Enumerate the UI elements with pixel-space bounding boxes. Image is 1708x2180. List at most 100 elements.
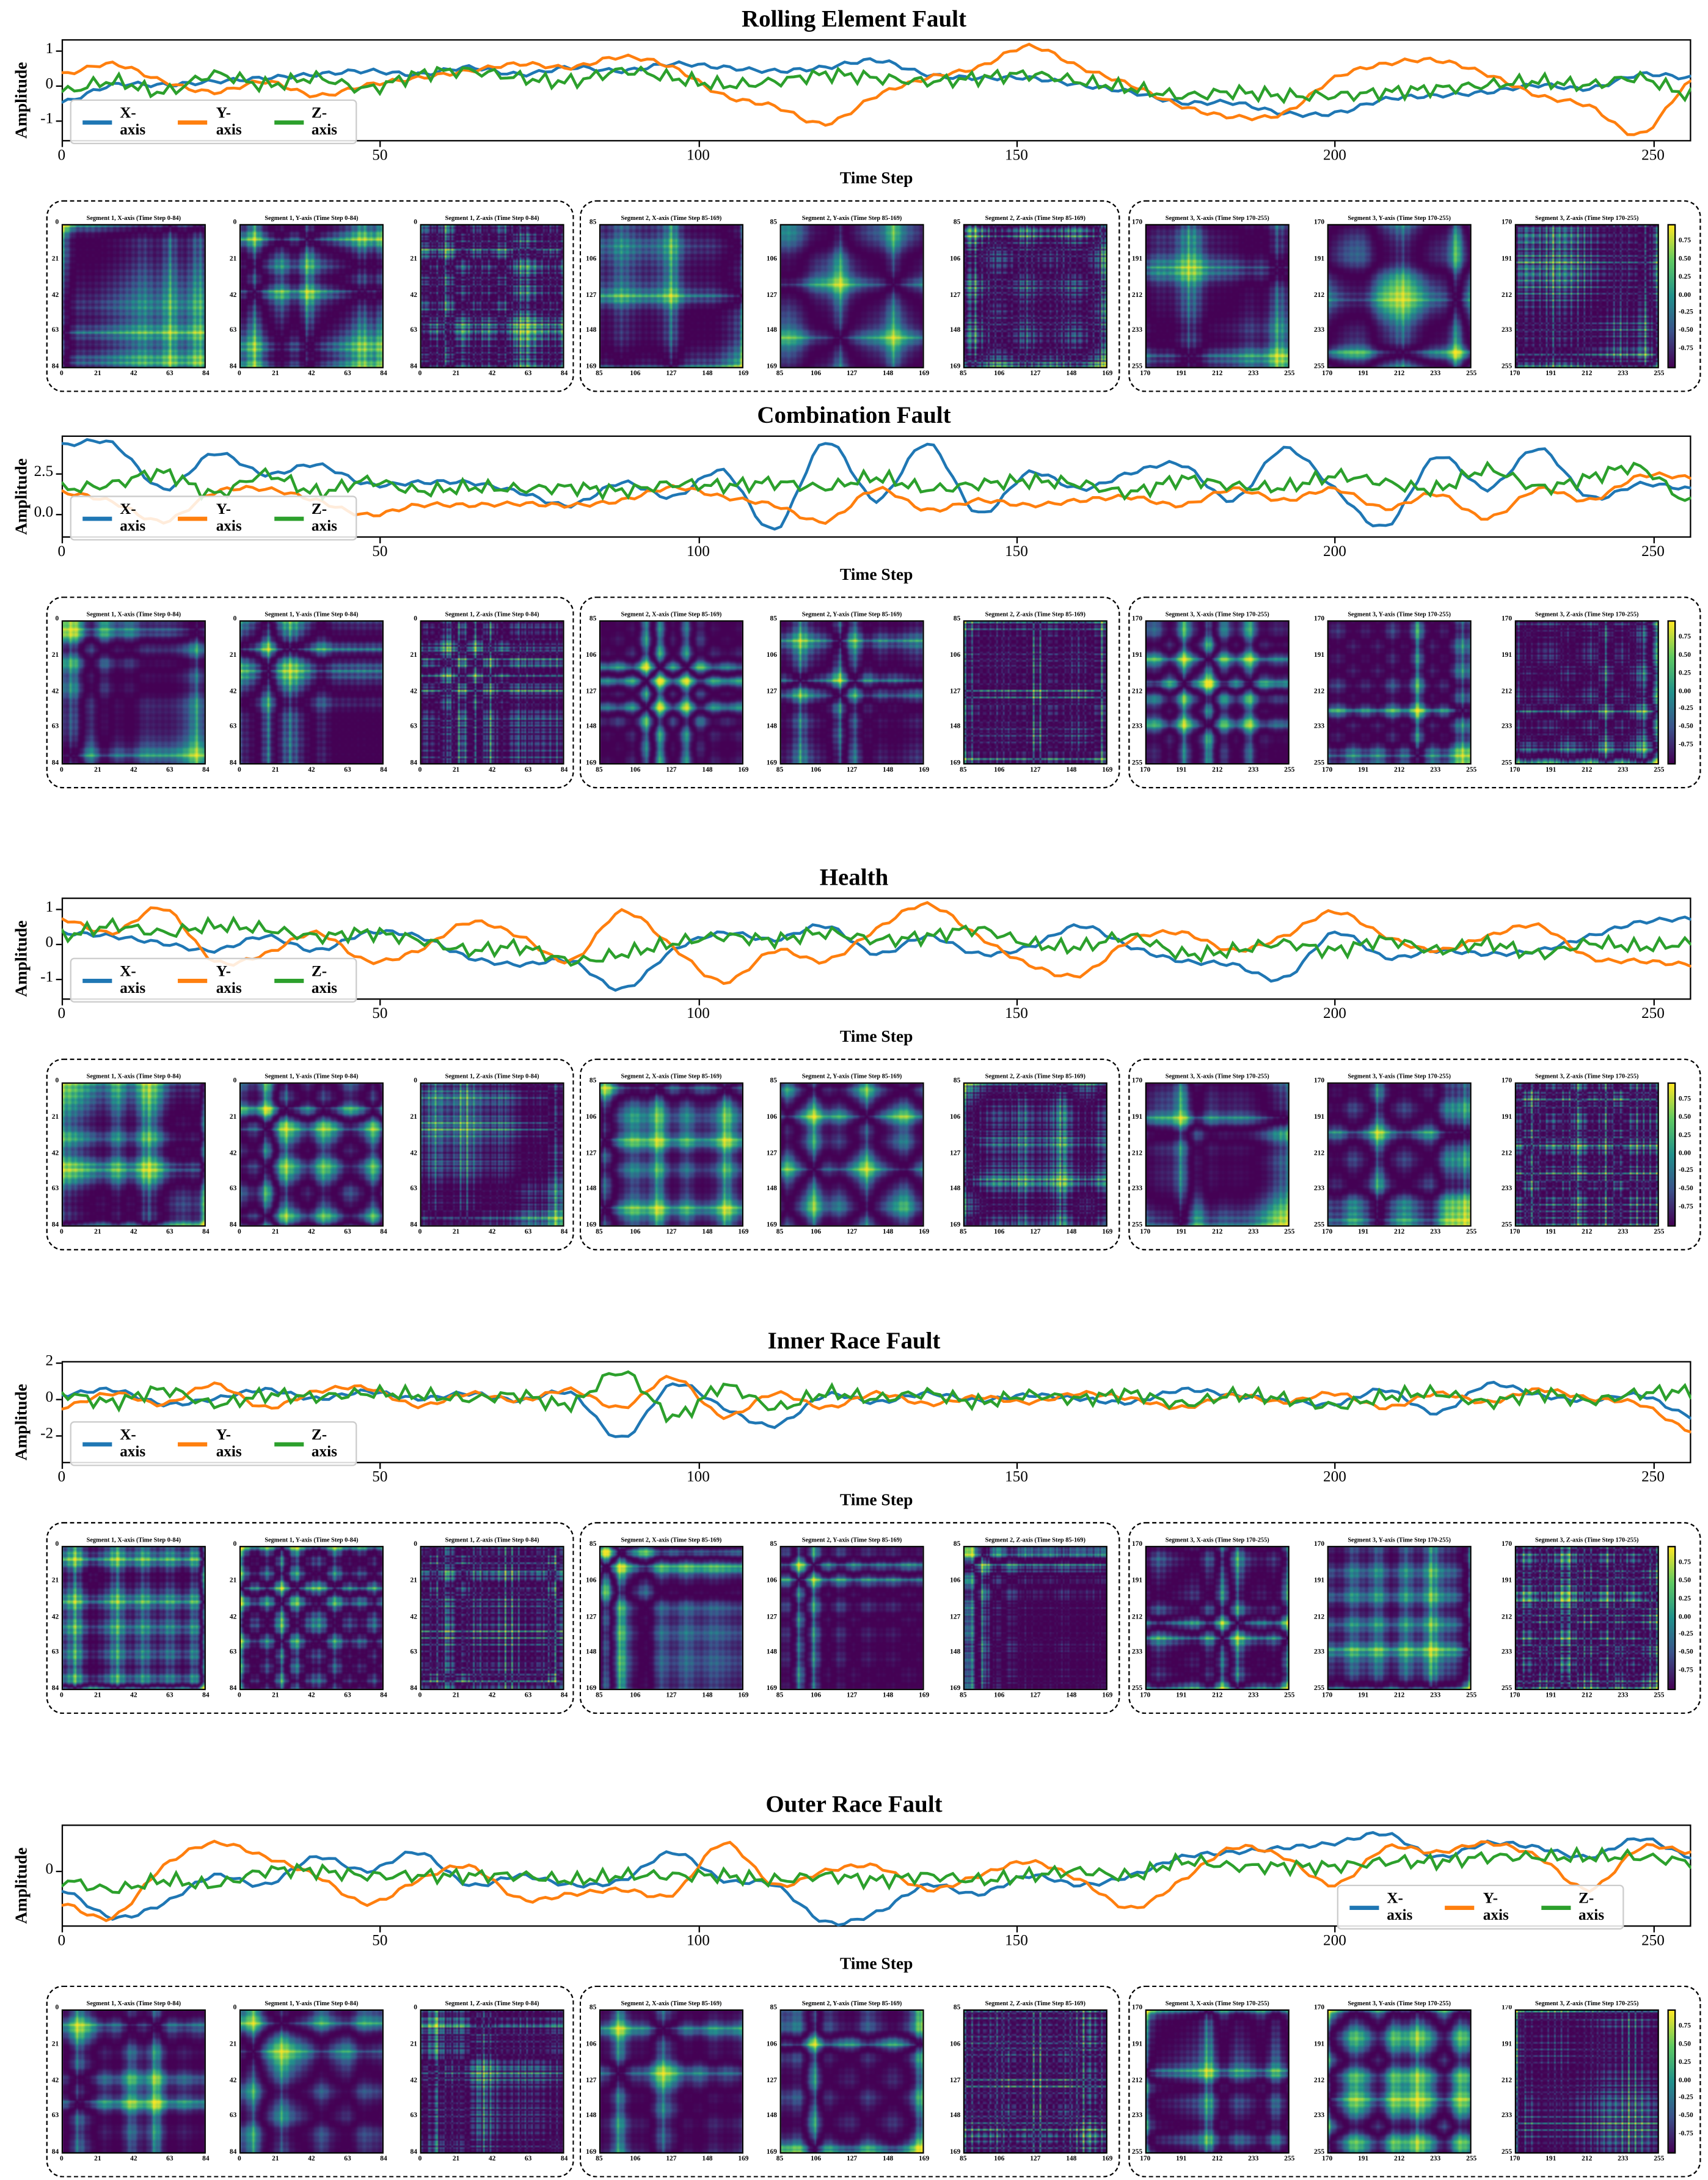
heatmap-y-tick: 127 [766,1614,777,1621]
heatmap-x-tick: 170 [1509,1692,1520,1700]
heatmap-y-tick: 63 [51,1650,59,1657]
heatmap-y-tick: 63 [410,1650,417,1657]
heatmap-y-tick: 127 [949,2077,961,2085]
heatmap-x-tick: 127 [846,767,858,775]
heatmap-x-tick: 191 [1358,1692,1369,1700]
heatmap-x-tick: 169 [1102,1229,1113,1237]
heatmap-x-tick: 127 [846,2156,858,2164]
heatmap-x-tick: 255 [1654,1692,1665,1700]
heatmap-y-tick: 42 [410,2077,417,2085]
heatmap-x-tick: 21 [272,371,279,378]
heatmap-y-tick: 148 [766,724,777,731]
heatmap-x-tick: 212 [1394,2156,1405,2164]
heatmap-y-tick: 84 [410,2149,417,2157]
heatmap-x-tick: 127 [666,767,677,775]
segment-group-3 [1128,200,1701,392]
x-tick-label: 250 [1641,1469,1665,1486]
y-axis-label: Amplitude [11,1384,31,1461]
heatmap-y-tick: 148 [766,1650,777,1657]
heatmap-x-tick: 191 [1176,1229,1187,1237]
heatmap-y-tick: 106 [949,1114,961,1122]
legend: X-axis Y-axis Z-axis [70,496,357,541]
heatmap-y-tick: 21 [229,652,237,659]
x-tick-mark [698,1463,700,1469]
heatmap-y-tick: 233 [1313,1186,1325,1194]
segment-group-3 [1128,1985,1701,2178]
x-tick-mark [1334,141,1337,147]
y-tick-label: -2 [40,1424,54,1442]
colorbar [1667,620,1676,765]
heatmap-x-tick: 127 [846,371,858,378]
legend-swatch [178,516,208,521]
y-tick-mark [56,1399,62,1400]
heatmap-x-tick: 85 [596,371,603,378]
heatmap-x-tick: 85 [776,2156,784,2164]
heatmap-x-tick: 84 [560,1692,568,1700]
heatmap-x-tick: 212 [1394,371,1405,378]
heatmap-y-tick: 21 [410,1578,417,1585]
heatmap-x-tick: 233 [1618,371,1629,378]
heatmap-y-tick: 21 [229,2041,237,2049]
gaf-heatmap [599,224,743,368]
heatmap-x-tick: 191 [1176,371,1187,378]
heatmap-y-tick: 148 [586,724,597,731]
colorbar [1667,1082,1676,1227]
heatmap-title: Segment 3, X-axis (Time Step 170-255) [1165,214,1269,222]
heatmap-y-tick: 0 [233,616,237,623]
heatmap-x-tick: 148 [882,1692,894,1700]
heatmap-title: Segment 1, Z-axis (Time Step 0-84) [445,1072,539,1080]
heatmap-x-tick: 148 [1066,1229,1077,1237]
heatmap-title: Segment 1, X-axis (Time Step 0-84) [86,1999,181,2007]
heatmap-title: Segment 1, Z-axis (Time Step 0-84) [445,214,539,222]
heatmap-x-tick: 42 [308,767,315,775]
heatmap-y-tick: 148 [586,1650,597,1657]
heatmap-y-tick: 233 [1501,724,1513,731]
heatmap-x-tick: 106 [630,767,641,775]
legend-swatch [82,978,112,982]
heatmap-y-tick: 170 [1131,1078,1143,1086]
heatmap-x-tick: 170 [1140,767,1151,775]
heatmap-x-tick: 42 [308,371,315,378]
colorbar-tick: 0.75 [1678,634,1691,642]
x-tick-mark [1334,1000,1337,1006]
heatmap-y-tick: 63 [51,327,59,335]
heatmap-y-tick: 255 [1501,364,1513,371]
heatmap-x-tick: 255 [1466,371,1477,378]
heatmap-x-tick: 255 [1654,1229,1665,1237]
y-tick-mark [56,120,62,122]
heatmap-x-tick: 106 [630,2156,641,2164]
x-tick-mark [61,538,64,544]
x-tick-label: 50 [372,147,388,164]
heatmap-title: Segment 1, Z-axis (Time Step 0-84) [445,1999,539,2007]
heatmap-y-tick: 84 [229,1686,237,1693]
colorbar-tick: -0.75 [1678,346,1693,353]
heatmap-title: Segment 1, X-axis (Time Step 0-84) [86,1072,181,1080]
heatmap-y-tick: 233 [1501,1186,1513,1194]
legend-label: X-axis [1387,1890,1413,1924]
heatmap-y-tick: 63 [410,2113,417,2121]
heatmap-x-tick: 233 [1248,2156,1259,2164]
heatmap-y-tick: 84 [410,1686,417,1693]
heatmap-y-tick: 106 [949,2041,961,2049]
colorbar-tick: 0.00 [1678,1150,1691,1158]
heatmap-x-tick: 212 [1582,2156,1593,2164]
heatmap-x-tick: 212 [1212,1692,1223,1700]
gaf-heatmap [61,224,206,368]
heatmap-x-tick: 21 [452,2156,460,2164]
heatmap-y-tick: 170 [1313,1542,1325,1549]
heatmap-y-tick: 212 [1313,688,1325,695]
gaf-heatmap [779,1546,924,1691]
heatmap-y-tick: 0 [414,1078,417,1086]
heatmap-y-tick: 255 [1313,760,1325,767]
heatmap-x-tick: 127 [666,1229,677,1237]
x-tick-label: 200 [1323,1469,1346,1486]
heatmap-x-tick: 170 [1140,371,1151,378]
y-tick-label: -1 [40,110,54,128]
heatmap-y-tick: 21 [51,2041,59,2049]
heatmap-y-tick: 170 [1501,219,1513,227]
heatmap-y-tick: 212 [1313,1614,1325,1621]
heatmap-title: Segment 1, Y-axis (Time Step 0-84) [265,1536,359,1543]
heatmap-x-tick: 0 [418,371,422,378]
heatmap-y-tick: 84 [229,2149,237,2157]
heatmap-x-tick: 0 [418,1229,422,1237]
